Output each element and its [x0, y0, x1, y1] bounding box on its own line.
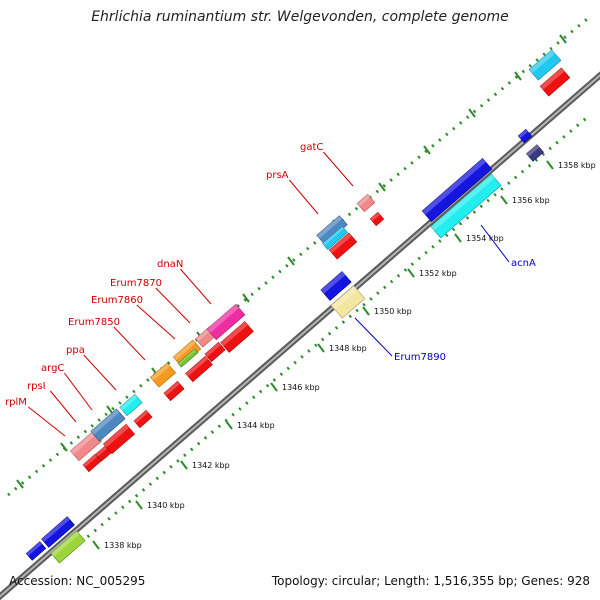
leader-line	[83, 354, 117, 391]
leader-line	[136, 304, 176, 340]
tick-mark	[242, 293, 250, 303]
upper-dotted-guide	[7, 13, 593, 497]
tick-label: 1352 kbp	[419, 269, 457, 278]
gene-feature	[320, 271, 352, 301]
leader-line	[113, 326, 146, 361]
leader-line	[155, 287, 191, 324]
tick-mark	[468, 108, 476, 118]
backbone-core	[0, 74, 600, 598]
tick-label: 1350 kbp	[374, 307, 412, 316]
tick-label: 1354 kbp	[466, 234, 504, 243]
gene-feature-acna	[430, 173, 502, 239]
tick-mark	[423, 145, 431, 155]
gene-feature	[322, 226, 348, 250]
leader-line	[63, 372, 93, 411]
tick-labels: 1338 kbp 1340 kbp 1342 kbp 1344 kbp 1346 kbp…	[104, 161, 596, 550]
gene-label-erum7890: Erum7890	[394, 352, 446, 363]
gene-label-ppa: ppa	[66, 345, 85, 356]
tick-label: 1342 kbp	[192, 461, 230, 470]
gene-feature	[102, 423, 136, 455]
tick-label: 1346 kbp	[282, 383, 320, 392]
leader-line	[323, 151, 354, 187]
gene-label-prsa: prsA	[266, 170, 289, 181]
tick-label: 1356 kbp	[512, 196, 550, 205]
gene-label-dnan: dnaN	[157, 259, 183, 270]
gene-feature	[119, 393, 143, 417]
leader-line	[28, 406, 66, 437]
tick-mark	[135, 500, 143, 510]
gene-feature	[185, 355, 213, 383]
tick-marks	[16, 34, 567, 550]
gene-feature-gatc	[356, 193, 376, 213]
gene-feature	[328, 232, 358, 260]
figure-title: Ehrlichia ruminantium str. Welgevonden, …	[91, 9, 509, 25]
tick-label: 1348 kbp	[329, 344, 367, 353]
tick-label: 1338 kbp	[104, 541, 142, 550]
gene-feature	[539, 67, 571, 97]
gene-feature	[526, 144, 544, 162]
tick-mark	[407, 268, 415, 278]
gene-feature	[41, 516, 75, 548]
gene-feature-rpsi	[82, 453, 102, 473]
leader-line	[50, 390, 77, 423]
gene-feature-dnan	[206, 303, 246, 341]
gene-feature	[163, 380, 185, 402]
gene-label-erum7850: Erum7850	[68, 317, 120, 328]
tick-label: 1344 kbp	[237, 421, 275, 430]
tick-mark	[16, 479, 24, 489]
tick-mark	[270, 382, 278, 392]
tick-mark	[500, 195, 508, 205]
gene-feature	[517, 128, 533, 144]
gene-label-rplm: rplM	[5, 397, 27, 408]
gene-feature	[133, 409, 153, 429]
gene-label-argc: argC	[41, 363, 64, 374]
gene-feature-erum7890	[330, 285, 366, 319]
gene-feature-erum7850	[150, 362, 176, 388]
leader-line	[480, 224, 510, 263]
tick-mark	[60, 442, 68, 452]
tick-mark	[546, 160, 554, 170]
gene-feature	[50, 530, 86, 564]
gene-label-gatc: gatC	[300, 142, 323, 153]
tick-mark	[225, 420, 233, 430]
leader-line	[180, 268, 212, 305]
gene-label-erum7870: Erum7870	[110, 278, 162, 289]
gene-feature	[528, 49, 562, 81]
gene-features	[25, 49, 571, 564]
tick-label: 1358 kbp	[558, 161, 596, 170]
gene-feature-ppa	[90, 408, 126, 442]
tick-mark	[180, 460, 188, 470]
gene-label-acna: acnA	[511, 258, 536, 269]
tick-mark	[92, 540, 100, 550]
genome-summary: Topology: circular; Length: 1,516,355 bp…	[271, 574, 590, 588]
gene-label-erum7860: Erum7860	[91, 295, 143, 306]
gene-feature	[177, 348, 199, 368]
tick-mark	[514, 71, 522, 81]
leader-line	[289, 179, 319, 215]
gene-feature	[25, 541, 47, 561]
tick-mark	[559, 34, 567, 44]
tick-mark	[317, 343, 325, 353]
gene-feature	[220, 321, 254, 353]
gene-feature	[369, 211, 385, 227]
gene-feature	[421, 158, 493, 222]
leader-line	[354, 317, 393, 357]
tick-label: 1340 kbp	[147, 501, 185, 510]
gene-label-rpsi: rpsI	[27, 381, 46, 392]
gene-feature	[204, 341, 226, 363]
tick-mark	[378, 182, 386, 192]
tick-mark	[362, 306, 370, 316]
gene-label-leaders	[28, 151, 510, 437]
tick-mark	[287, 256, 295, 266]
accession-label: Accession: NC_005295	[9, 574, 146, 588]
tick-mark	[454, 233, 462, 243]
lower-dotted-guide	[59, 113, 591, 562]
